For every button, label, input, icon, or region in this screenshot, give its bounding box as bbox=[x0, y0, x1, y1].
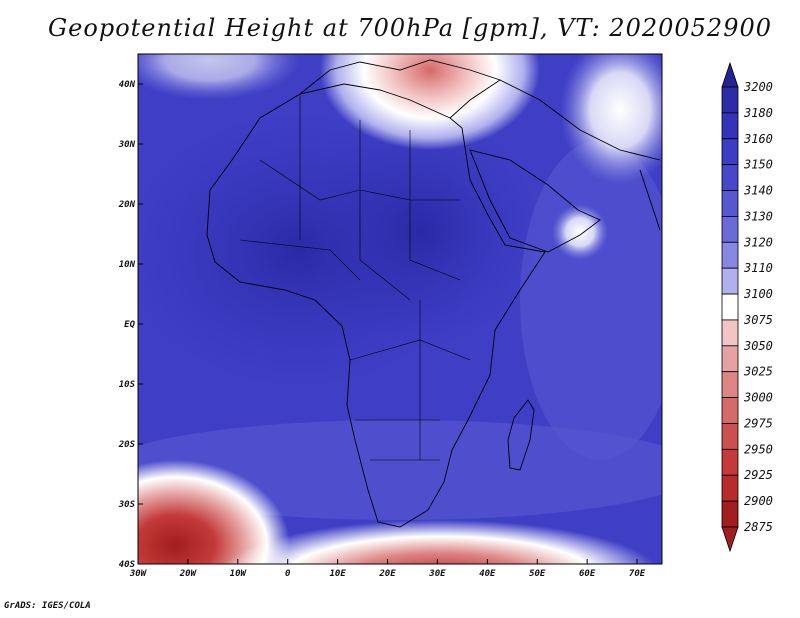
colorbar-swatch bbox=[721, 474, 739, 502]
lon-tick-label: 30W bbox=[129, 569, 148, 579]
lat-tick-label: 10S bbox=[119, 380, 136, 390]
mediterranean-coast bbox=[299, 59, 502, 119]
lon-tick-label: 40E bbox=[479, 569, 496, 579]
colorbar-top-arrow bbox=[721, 61, 739, 88]
colorbar-label: 3075 bbox=[743, 313, 773, 327]
map-title: Geopotential Height at 700hPa [gpm], VT:… bbox=[48, 14, 772, 42]
colorbar-label: 3130 bbox=[743, 209, 773, 223]
india-coast bbox=[639, 169, 661, 231]
colorbar: 3200 3180 3160 3150 3140 3130 3120 3110 3100 3075… bbox=[721, 61, 773, 553]
colorbar-label: 2875 bbox=[744, 520, 773, 534]
lon-tick-label: 70E bbox=[629, 569, 646, 579]
colorbar-label: 3000 bbox=[743, 391, 773, 405]
colorbar-label: 2975 bbox=[744, 416, 773, 430]
height-field bbox=[138, 54, 662, 564]
colorbar-swatch bbox=[721, 190, 739, 217]
colorbar-swatch bbox=[721, 138, 739, 166]
lat-tick-label: 20S bbox=[118, 440, 136, 450]
colorbar-swatch bbox=[721, 241, 739, 269]
colorbar-swatch bbox=[721, 112, 739, 140]
colorbar-label: 3100 bbox=[743, 287, 773, 301]
colorbar-swatch bbox=[721, 397, 739, 424]
arabia-outline bbox=[469, 149, 601, 253]
lat-tick-label: 40S bbox=[119, 560, 136, 570]
colorbar-label: 2925 bbox=[744, 468, 773, 482]
lat-tick-label: 30S bbox=[118, 500, 136, 510]
lon-tick-label: 20W bbox=[179, 569, 198, 579]
colorbar-swatch bbox=[721, 164, 739, 191]
lon-tick-label: 20E bbox=[378, 569, 396, 579]
colorbar-swatch bbox=[721, 216, 739, 243]
lon-tick-label: 0 bbox=[285, 569, 291, 579]
lat-tick-label: EQ bbox=[124, 320, 135, 330]
colorbar-bottom-arrow bbox=[721, 526, 739, 553]
colorbar-label: 3120 bbox=[743, 235, 773, 249]
colorbar-swatch bbox=[721, 293, 739, 321]
grads-credit: GrADS: IGES/COLA bbox=[4, 601, 91, 611]
colorbar-swatch bbox=[721, 267, 739, 295]
colorbar-swatch bbox=[721, 86, 739, 114]
colorbar-label: 3140 bbox=[743, 184, 773, 198]
colorbar-label: 3110 bbox=[743, 261, 773, 275]
colorbar-label: 3160 bbox=[743, 132, 773, 146]
lon-tick-label: 60E bbox=[579, 569, 596, 579]
colorbar-label: 2900 bbox=[744, 494, 773, 508]
colorbar-label: 3150 bbox=[743, 158, 773, 172]
colorbar-label: 3180 bbox=[743, 106, 773, 120]
lat-axis: 40N 30N 20N 10N EQ 10S 20S 30S 40S bbox=[118, 80, 143, 570]
colorbar-label: 2950 bbox=[744, 442, 773, 456]
iran-coast bbox=[499, 79, 661, 161]
colorbar-label: 3050 bbox=[743, 339, 773, 353]
colorbar-swatch bbox=[721, 371, 739, 398]
colorbar-swatch bbox=[721, 423, 739, 450]
lon-tick-label: 10E bbox=[329, 569, 346, 579]
madagascar-outline bbox=[507, 399, 535, 471]
lon-tick-label: 50E bbox=[529, 569, 546, 579]
lon-tick-label: 10W bbox=[230, 569, 248, 579]
lon-axis: 30W 20W 10W 0 10E 20E 30E 40E 50E 60E 70E bbox=[129, 559, 646, 579]
colorbar-swatch bbox=[721, 319, 739, 347]
map-frame bbox=[137, 53, 663, 565]
colorbar-label: 3025 bbox=[743, 365, 773, 379]
colorbar-swatch bbox=[721, 448, 739, 476]
colorbar-swatch bbox=[721, 345, 739, 373]
lat-tick-label: 30N bbox=[118, 140, 136, 150]
country-borders bbox=[239, 94, 471, 461]
coastlines bbox=[206, 59, 661, 528]
lon-tick-label: 30E bbox=[428, 569, 446, 579]
colorbar-label: 3200 bbox=[743, 80, 773, 94]
lat-tick-label: 10N bbox=[119, 260, 136, 270]
colorbar-swatch bbox=[721, 500, 739, 528]
lat-tick-label: 40N bbox=[119, 80, 136, 90]
lat-tick-label: 20N bbox=[118, 200, 136, 210]
africa-outline bbox=[206, 83, 546, 528]
